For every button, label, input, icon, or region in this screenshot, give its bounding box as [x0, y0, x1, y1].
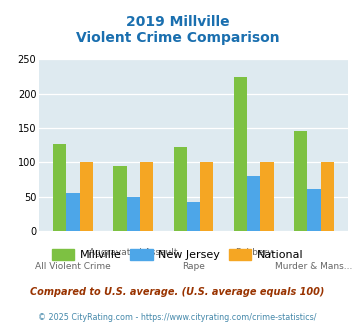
Text: Murder & Mans...: Murder & Mans...	[275, 262, 353, 271]
Bar	[294, 131, 307, 231]
Text: Rape: Rape	[182, 262, 205, 271]
Bar	[307, 189, 321, 231]
Bar	[140, 162, 153, 231]
Bar	[66, 193, 80, 231]
Bar	[200, 162, 213, 231]
Bar	[174, 147, 187, 231]
Bar	[80, 162, 93, 231]
Bar	[187, 202, 200, 231]
Bar	[247, 176, 260, 231]
Text: Violent Crime Comparison: Violent Crime Comparison	[76, 31, 279, 45]
Text: Aggravated Assault: Aggravated Assault	[89, 248, 178, 257]
Legend: Millville, New Jersey, National: Millville, New Jersey, National	[47, 245, 308, 265]
Text: All Violent Crime: All Violent Crime	[35, 262, 111, 271]
Bar	[53, 144, 66, 231]
Bar	[260, 162, 274, 231]
Text: © 2025 CityRating.com - https://www.cityrating.com/crime-statistics/: © 2025 CityRating.com - https://www.city…	[38, 313, 317, 322]
Text: Compared to U.S. average. (U.S. average equals 100): Compared to U.S. average. (U.S. average …	[30, 287, 325, 297]
Bar	[321, 162, 334, 231]
Text: Robbery: Robbery	[235, 248, 273, 257]
Bar	[234, 77, 247, 231]
Bar	[127, 197, 140, 231]
Text: 2019 Millville: 2019 Millville	[126, 15, 229, 29]
Bar	[113, 166, 127, 231]
